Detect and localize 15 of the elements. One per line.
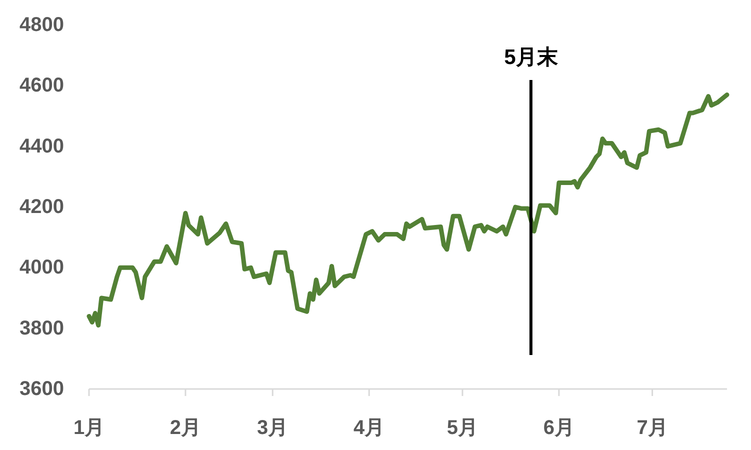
y-tick-label: 4400: [20, 135, 64, 158]
y-tick-label: 3600: [20, 378, 64, 400]
x-tick-label: 3月: [257, 417, 288, 439]
y-tick-label: 4200: [20, 196, 64, 218]
y-tick-label: 4800: [20, 14, 64, 36]
ref-line-label: 5月末: [504, 46, 558, 69]
x-tick-label: 1月: [73, 417, 105, 439]
y-tick-label: 4000: [20, 256, 64, 279]
y-tick-label: 4600: [20, 74, 64, 97]
x-tick-label: 2月: [170, 417, 202, 439]
x-tick-label: 7月: [636, 417, 668, 439]
x-tick-label: 4月: [354, 417, 385, 439]
y-tick-label: 3800: [20, 317, 64, 340]
x-tick-label: 6月: [543, 417, 574, 439]
x-tick-label: 5月: [446, 417, 478, 439]
